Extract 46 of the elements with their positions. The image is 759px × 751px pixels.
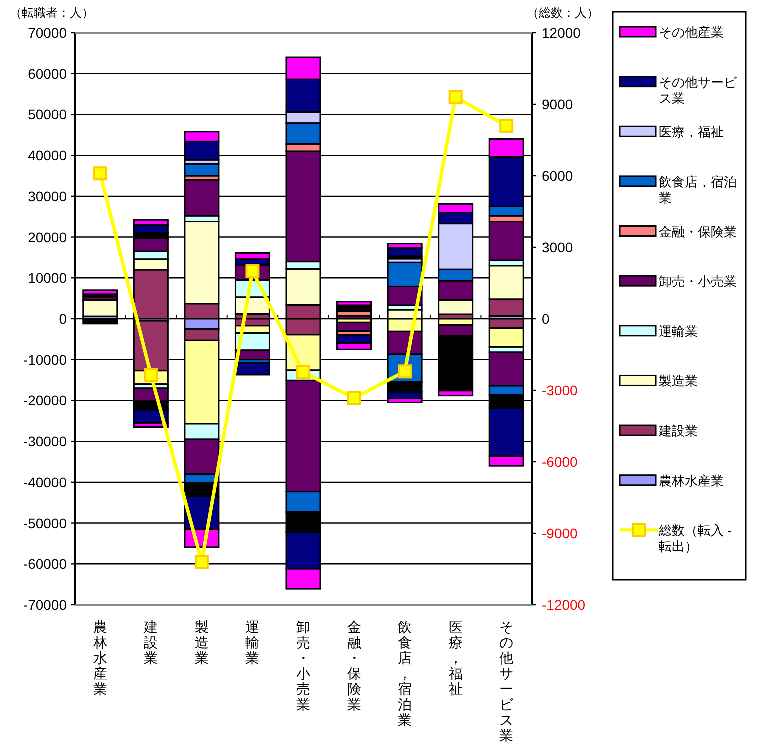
legend-label: その他産業 xyxy=(659,25,724,40)
y-tick-label: -40000 xyxy=(23,474,68,490)
legend-label: 農林水産業 xyxy=(659,473,724,488)
y-tick-label: -70000 xyxy=(23,597,68,613)
x-tick-label: 運輸業 xyxy=(246,619,260,666)
legend-label: その他サービス業 xyxy=(659,74,738,106)
legend-label: 総数（転入 - 転出） xyxy=(658,523,736,554)
y-tick-label: 70000 xyxy=(28,25,68,41)
x-tick-label: 金融・保険業 xyxy=(347,619,362,712)
y2-tick-label: -3000 xyxy=(542,382,578,398)
y2-tick-label: -6000 xyxy=(542,454,578,470)
y-tick-label: 60000 xyxy=(28,66,68,82)
y2-tick-label: 3000 xyxy=(542,240,574,256)
y2-tick-label: -9000 xyxy=(542,526,578,542)
legend-label: 飲食店，宿泊業 xyxy=(659,174,737,206)
y-tick-label: 10000 xyxy=(28,270,68,286)
x-tick-label: 製造業 xyxy=(194,619,209,666)
legend-label: 製造業 xyxy=(659,374,698,389)
y-tick-label: 30000 xyxy=(28,188,68,204)
y2-tick-label: -12000 xyxy=(542,597,586,613)
y-tick-label: 40000 xyxy=(28,148,68,164)
y-tick-label: -50000 xyxy=(23,515,68,532)
x-tick-label: 卸売・小売業 xyxy=(296,619,310,712)
y2-tick-label: 12000 xyxy=(542,25,582,41)
legend-label: 建設業 xyxy=(658,424,698,439)
y-tick-label: -30000 xyxy=(23,434,68,450)
legend-label: 運輸業 xyxy=(659,324,698,339)
legend-label: 医療，福祉 xyxy=(659,124,724,140)
x-tick-label: その他サービス業 xyxy=(500,619,515,744)
x-tick-label: 農林水産業 xyxy=(92,619,108,697)
y-tick-label: -10000 xyxy=(23,352,68,368)
x-tick-label: 飲食店，宿泊業 xyxy=(398,619,412,728)
x-tick-label: 建設業 xyxy=(143,619,158,666)
y2-tick-label: 0 xyxy=(542,311,550,327)
y-tick-label: 50000 xyxy=(28,106,68,123)
legend-label: 卸売・小売業 xyxy=(659,274,737,290)
y-tick-label: -60000 xyxy=(23,556,68,572)
y-tick-label: -20000 xyxy=(23,392,68,409)
legend-label: 金融・保険業 xyxy=(659,224,737,240)
y2-tick-label: 6000 xyxy=(542,168,574,184)
y-tick-label: 20000 xyxy=(28,229,68,246)
y2-tick-label: 9000 xyxy=(542,96,574,112)
y-tick-label: 0 xyxy=(59,311,68,327)
y2-axis-title: （総数：人） xyxy=(527,6,599,20)
x-tick-label: 医療，福祉 xyxy=(448,619,463,697)
y-axis-title: （転職者：人） xyxy=(10,6,94,20)
